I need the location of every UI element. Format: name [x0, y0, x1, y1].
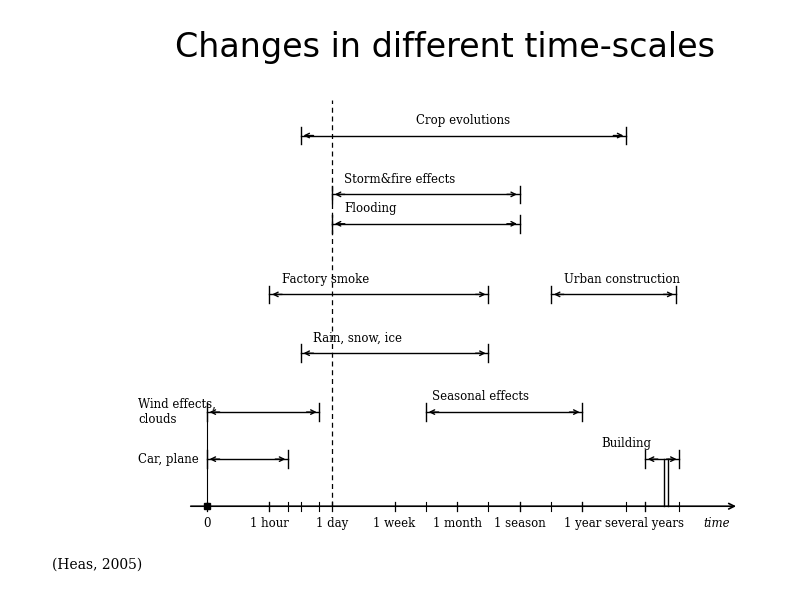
- Text: Seasonal effects: Seasonal effects: [432, 390, 529, 403]
- Text: Car, plane: Car, plane: [138, 453, 198, 466]
- Text: 1 season: 1 season: [494, 517, 545, 530]
- Text: Changes in different time-scales: Changes in different time-scales: [175, 31, 715, 64]
- Text: Wind effects,
clouds: Wind effects, clouds: [138, 398, 216, 426]
- Text: (Heas, 2005): (Heas, 2005): [52, 557, 142, 571]
- Text: 1 month: 1 month: [433, 517, 482, 530]
- Text: Crop evolutions: Crop evolutions: [416, 114, 511, 127]
- Text: 1 day: 1 day: [316, 517, 348, 530]
- Text: Rain, snow, ice: Rain, snow, ice: [313, 331, 403, 345]
- Text: 1 year: 1 year: [564, 517, 601, 530]
- Text: time: time: [703, 517, 730, 530]
- Text: 1 week: 1 week: [373, 517, 416, 530]
- Text: Factory smoke: Factory smoke: [282, 273, 369, 286]
- Text: Building: Building: [601, 437, 651, 450]
- Text: 1 hour: 1 hour: [250, 517, 289, 530]
- Text: 0: 0: [203, 517, 210, 530]
- Text: several years: several years: [606, 517, 684, 530]
- Text: Flooding: Flooding: [345, 202, 397, 215]
- Text: Urban construction: Urban construction: [564, 273, 680, 286]
- Text: Storm&fire effects: Storm&fire effects: [345, 173, 456, 186]
